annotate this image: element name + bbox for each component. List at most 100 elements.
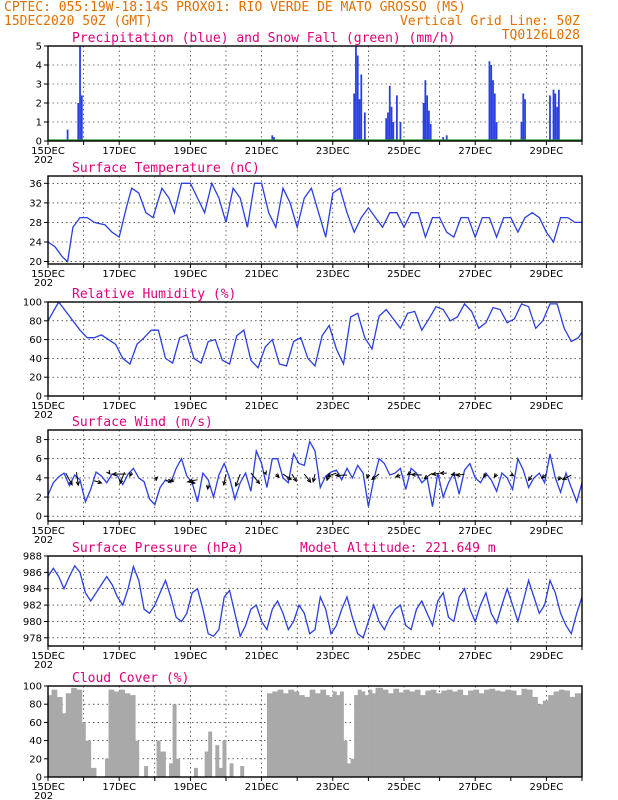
y-tick-label: 984 [23, 584, 42, 595]
cloud-bar [393, 688, 400, 777]
precip-bar [552, 89, 555, 141]
y-tick-label: 0 [36, 137, 42, 148]
panel-0: Precipitation (blue) and Snow Fall (gree… [31, 31, 583, 166]
wind-arrow-head [366, 474, 371, 480]
wind-arrow-head [482, 473, 488, 479]
wind-arrow-head [275, 473, 280, 479]
precip-bar [273, 137, 275, 141]
cloud-bar [343, 740, 348, 777]
precip-bar [554, 93, 557, 141]
cloud-bar [320, 689, 327, 777]
wind-arrow [188, 479, 198, 482]
panel-title: Precipitation (blue) and Snow Fall (gree… [72, 31, 456, 46]
y-tick-label: 6 [36, 454, 42, 465]
y-tick-label: 100 [23, 298, 42, 309]
y-tick-label: 0 [36, 773, 42, 784]
y-tick-label: 5 [36, 42, 42, 53]
wind-arrow-head [68, 480, 73, 486]
wind-arrow-head [541, 474, 546, 479]
y-tick-label: 36 [29, 179, 42, 190]
cloud-bar [51, 689, 58, 777]
wind-arrow-head [97, 479, 103, 485]
y-tick-label: 80 [29, 316, 42, 327]
cloud-bar [332, 691, 337, 777]
y-tick-label: 8 [36, 435, 42, 446]
panel-2: Relative Humidity (%) 0 20 40 60 80 100 15DEC 17… [23, 287, 583, 421]
precip-bar [387, 112, 389, 141]
wind-arrow-head [406, 471, 412, 476]
wind-arrow [282, 473, 292, 480]
cloud-bar [414, 689, 421, 777]
cloud-bar [218, 767, 223, 777]
header-date: 15DEC2020 50Z (GMT) [4, 14, 153, 29]
cloud-bar [160, 751, 166, 777]
cloud-bar [548, 695, 554, 777]
cloud-bar [478, 693, 485, 777]
x-tick-label: 19DEC [174, 651, 208, 662]
cloud-bar [315, 693, 321, 777]
y-tick-label: 60 [29, 718, 42, 729]
x-year-label: 202 [34, 660, 53, 671]
cloud-bar [172, 704, 177, 777]
cloud-bar [387, 693, 394, 777]
wind-arrow-head [450, 472, 456, 477]
precip-bar [355, 46, 357, 141]
wind-arrow [303, 473, 312, 483]
panel-title: Relative Humidity (%) [72, 287, 236, 302]
cloud-bar [521, 688, 528, 777]
wind-arrow-head [431, 471, 437, 476]
y-tick-label: 20 [29, 754, 42, 765]
y-tick-label: 80 [29, 700, 42, 711]
wind-arrow [562, 474, 572, 480]
precip-bar [271, 135, 274, 141]
wind-arrow-head [394, 473, 400, 478]
panel-frame [47, 175, 583, 265]
precip-bar [522, 93, 525, 141]
cloud-bar [347, 763, 351, 777]
cloud-bar [309, 689, 316, 777]
header-model-code: TQ0126L028 [502, 28, 580, 43]
cloud-bar [293, 691, 300, 777]
y-tick-label: 40 [29, 736, 42, 747]
x-tick-label: 27DEC [458, 146, 492, 157]
wind-arrow-head [455, 472, 461, 478]
wind-arrow-head [311, 477, 317, 483]
cloud-bar [48, 695, 52, 777]
wind-arrow-head [168, 478, 174, 483]
cloud-bar [404, 689, 410, 777]
cloud-bar [364, 695, 369, 777]
plot-area [48, 439, 582, 507]
precip-bar [524, 99, 526, 141]
wind-arrow-head [187, 478, 193, 483]
precip-bar [442, 137, 445, 141]
wind-arrow [432, 472, 440, 475]
wind-arrow [291, 473, 297, 482]
precip-bar [490, 65, 493, 141]
wind-arrow-head [439, 470, 445, 476]
x-tick-label: 15DEC [31, 526, 65, 537]
y-tick-label: 1 [36, 118, 42, 129]
wind-arrow-head [255, 479, 261, 485]
cloud-bar [193, 767, 198, 777]
header-line1: CPTEC: 055:19W-18:14S PROX01: RIO VERDE … [4, 0, 466, 15]
cloud-bar [329, 696, 334, 777]
panel-subtitle: Model Altitude: 221.649 m [300, 541, 496, 556]
precip-bar [390, 106, 393, 141]
cloud-bar [354, 695, 359, 777]
x-tick-label: 19DEC [174, 146, 208, 157]
cloud-bar [144, 766, 149, 777]
cloud-bar [62, 713, 67, 777]
precip-bar [428, 110, 430, 141]
y-tick-label: 982 [23, 601, 42, 612]
plot-area [48, 302, 582, 370]
x-tick-label: 27DEC [458, 526, 492, 537]
precip-bar [353, 93, 356, 141]
x-tick-label: 23DEC [316, 651, 350, 662]
wind-arrow [186, 481, 196, 484]
x-tick-label: 21DEC [245, 146, 279, 157]
panel-4: Surface Pressure (hPa) Model Altitude: 22… [23, 541, 583, 671]
precip-bar [549, 95, 551, 141]
wind-arrow-head [222, 480, 227, 486]
x-tick-label: 29DEC [530, 269, 564, 280]
wind-arrow-head [326, 473, 332, 478]
